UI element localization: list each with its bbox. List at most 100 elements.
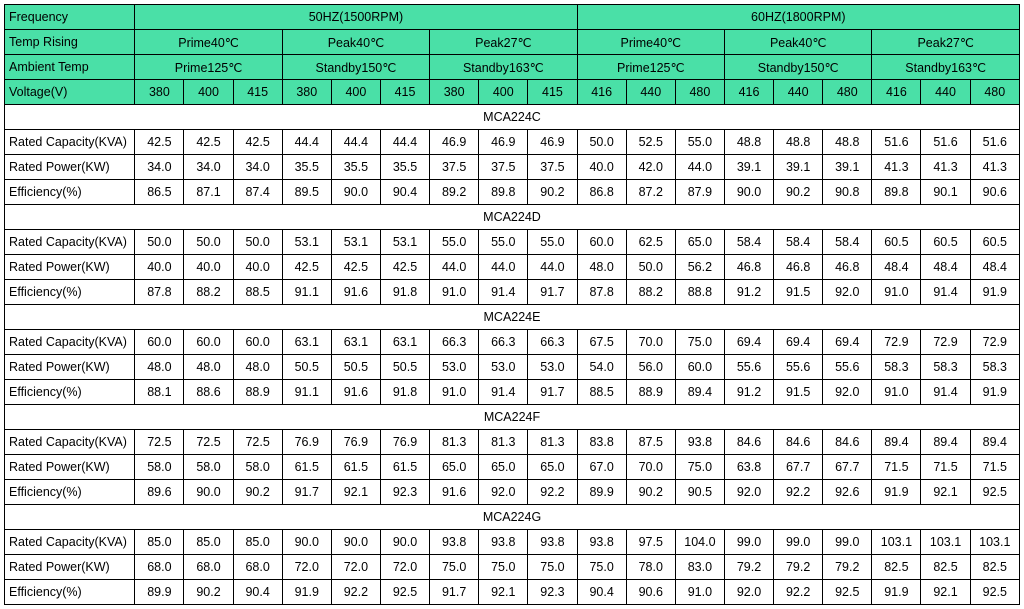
cell: 92.0 [724,580,773,605]
table-row: Efficiency(%)86.587.187.489.590.090.489.… [5,180,1020,205]
cell: 46.8 [724,255,773,280]
cell: 65.0 [528,455,577,480]
cell: 50.0 [577,130,626,155]
cell: 91.2 [724,380,773,405]
row-label: Rated Power(KW) [5,455,135,480]
voltage-col-2: 415 [233,80,282,105]
cell: 42.5 [380,255,429,280]
row-label: Efficiency(%) [5,180,135,205]
cell: 86.8 [577,180,626,205]
cell: 69.4 [724,330,773,355]
row-label: Efficiency(%) [5,480,135,505]
cell: 88.2 [184,280,233,305]
cell: 89.9 [135,580,184,605]
table-row: Rated Power(KW)34.034.034.035.535.535.53… [5,155,1020,180]
header-voltage: Voltage(V)380400415380400415380400415416… [5,80,1020,105]
cell: 89.4 [970,430,1019,455]
cell: 44.4 [380,130,429,155]
cell: 76.9 [331,430,380,455]
cell: 87.5 [626,430,675,455]
voltage-col-3: 380 [282,80,331,105]
cell: 53.1 [331,230,380,255]
cell: 60.5 [970,230,1019,255]
cell: 48.4 [921,255,970,280]
cell: 90.2 [233,480,282,505]
cell: 82.5 [872,555,921,580]
cell: 91.7 [528,380,577,405]
cell: 53.0 [528,355,577,380]
cell: 92.0 [479,480,528,505]
voltage-col-8: 415 [528,80,577,105]
cell: 55.0 [528,230,577,255]
cell: 41.3 [970,155,1019,180]
cell: 93.8 [528,530,577,555]
cell: 75.0 [577,555,626,580]
cell: 68.0 [184,555,233,580]
cell: 46.9 [479,130,528,155]
cell: 63.1 [380,330,429,355]
cell: 60.5 [921,230,970,255]
cell: 58.3 [872,355,921,380]
cell: 55.6 [724,355,773,380]
section-title: MCA224G [5,505,1020,530]
cell: 44.0 [528,255,577,280]
cell: 46.8 [823,255,872,280]
cell: 91.6 [331,280,380,305]
cell: 91.8 [380,280,429,305]
voltage-col-0: 380 [135,80,184,105]
cell: 86.5 [135,180,184,205]
cell: 53.0 [479,355,528,380]
cell: 92.1 [331,480,380,505]
cell: 90.5 [675,480,724,505]
cell: 44.0 [430,255,479,280]
cell: 88.9 [233,380,282,405]
cell: 87.1 [184,180,233,205]
cell: 91.6 [430,480,479,505]
voltage-col-6: 380 [430,80,479,105]
cell: 44.4 [282,130,331,155]
cell: 90.2 [184,580,233,605]
section-title: MCA224C [5,105,1020,130]
cell: 34.0 [233,155,282,180]
section-MCA224G: MCA224G [5,505,1020,530]
cell: 92.1 [921,480,970,505]
ambient-group-0: Prime125℃ [135,55,282,80]
cell: 40.0 [233,255,282,280]
table-row: Rated Power(KW)58.058.058.061.561.561.56… [5,455,1020,480]
cell: 87.4 [233,180,282,205]
cell: 89.2 [430,180,479,205]
cell: 84.6 [724,430,773,455]
cell: 70.0 [626,330,675,355]
cell: 35.5 [282,155,331,180]
cell: 87.8 [577,280,626,305]
spec-table: Frequency50HZ(1500RPM)60HZ(1800RPM)Temp … [4,4,1020,605]
cell: 39.1 [823,155,872,180]
cell: 87.9 [675,180,724,205]
cell: 91.4 [479,280,528,305]
cell: 85.0 [135,530,184,555]
cell: 48.8 [724,130,773,155]
cell: 91.6 [331,380,380,405]
voltage-col-13: 440 [774,80,823,105]
section-MCA224D: MCA224D [5,205,1020,230]
section-MCA224C: MCA224C [5,105,1020,130]
cell: 90.2 [626,480,675,505]
temp-rising-group-2: Peak27℃ [430,30,578,55]
cell: 81.3 [479,430,528,455]
cell: 48.8 [823,130,872,155]
voltage-col-15: 416 [872,80,921,105]
cell: 93.8 [577,530,626,555]
cell: 85.0 [184,530,233,555]
cell: 89.8 [872,180,921,205]
table-row: Rated Power(KW)68.068.068.072.072.072.07… [5,555,1020,580]
ambient-label: Ambient Temp [5,55,135,80]
cell: 91.9 [970,380,1019,405]
cell: 67.7 [823,455,872,480]
row-label: Efficiency(%) [5,380,135,405]
table-row: Rated Capacity(KVA)60.060.060.063.163.16… [5,330,1020,355]
cell: 91.4 [921,280,970,305]
voltage-col-10: 440 [626,80,675,105]
cell: 91.8 [380,380,429,405]
cell: 61.5 [331,455,380,480]
cell: 39.1 [724,155,773,180]
